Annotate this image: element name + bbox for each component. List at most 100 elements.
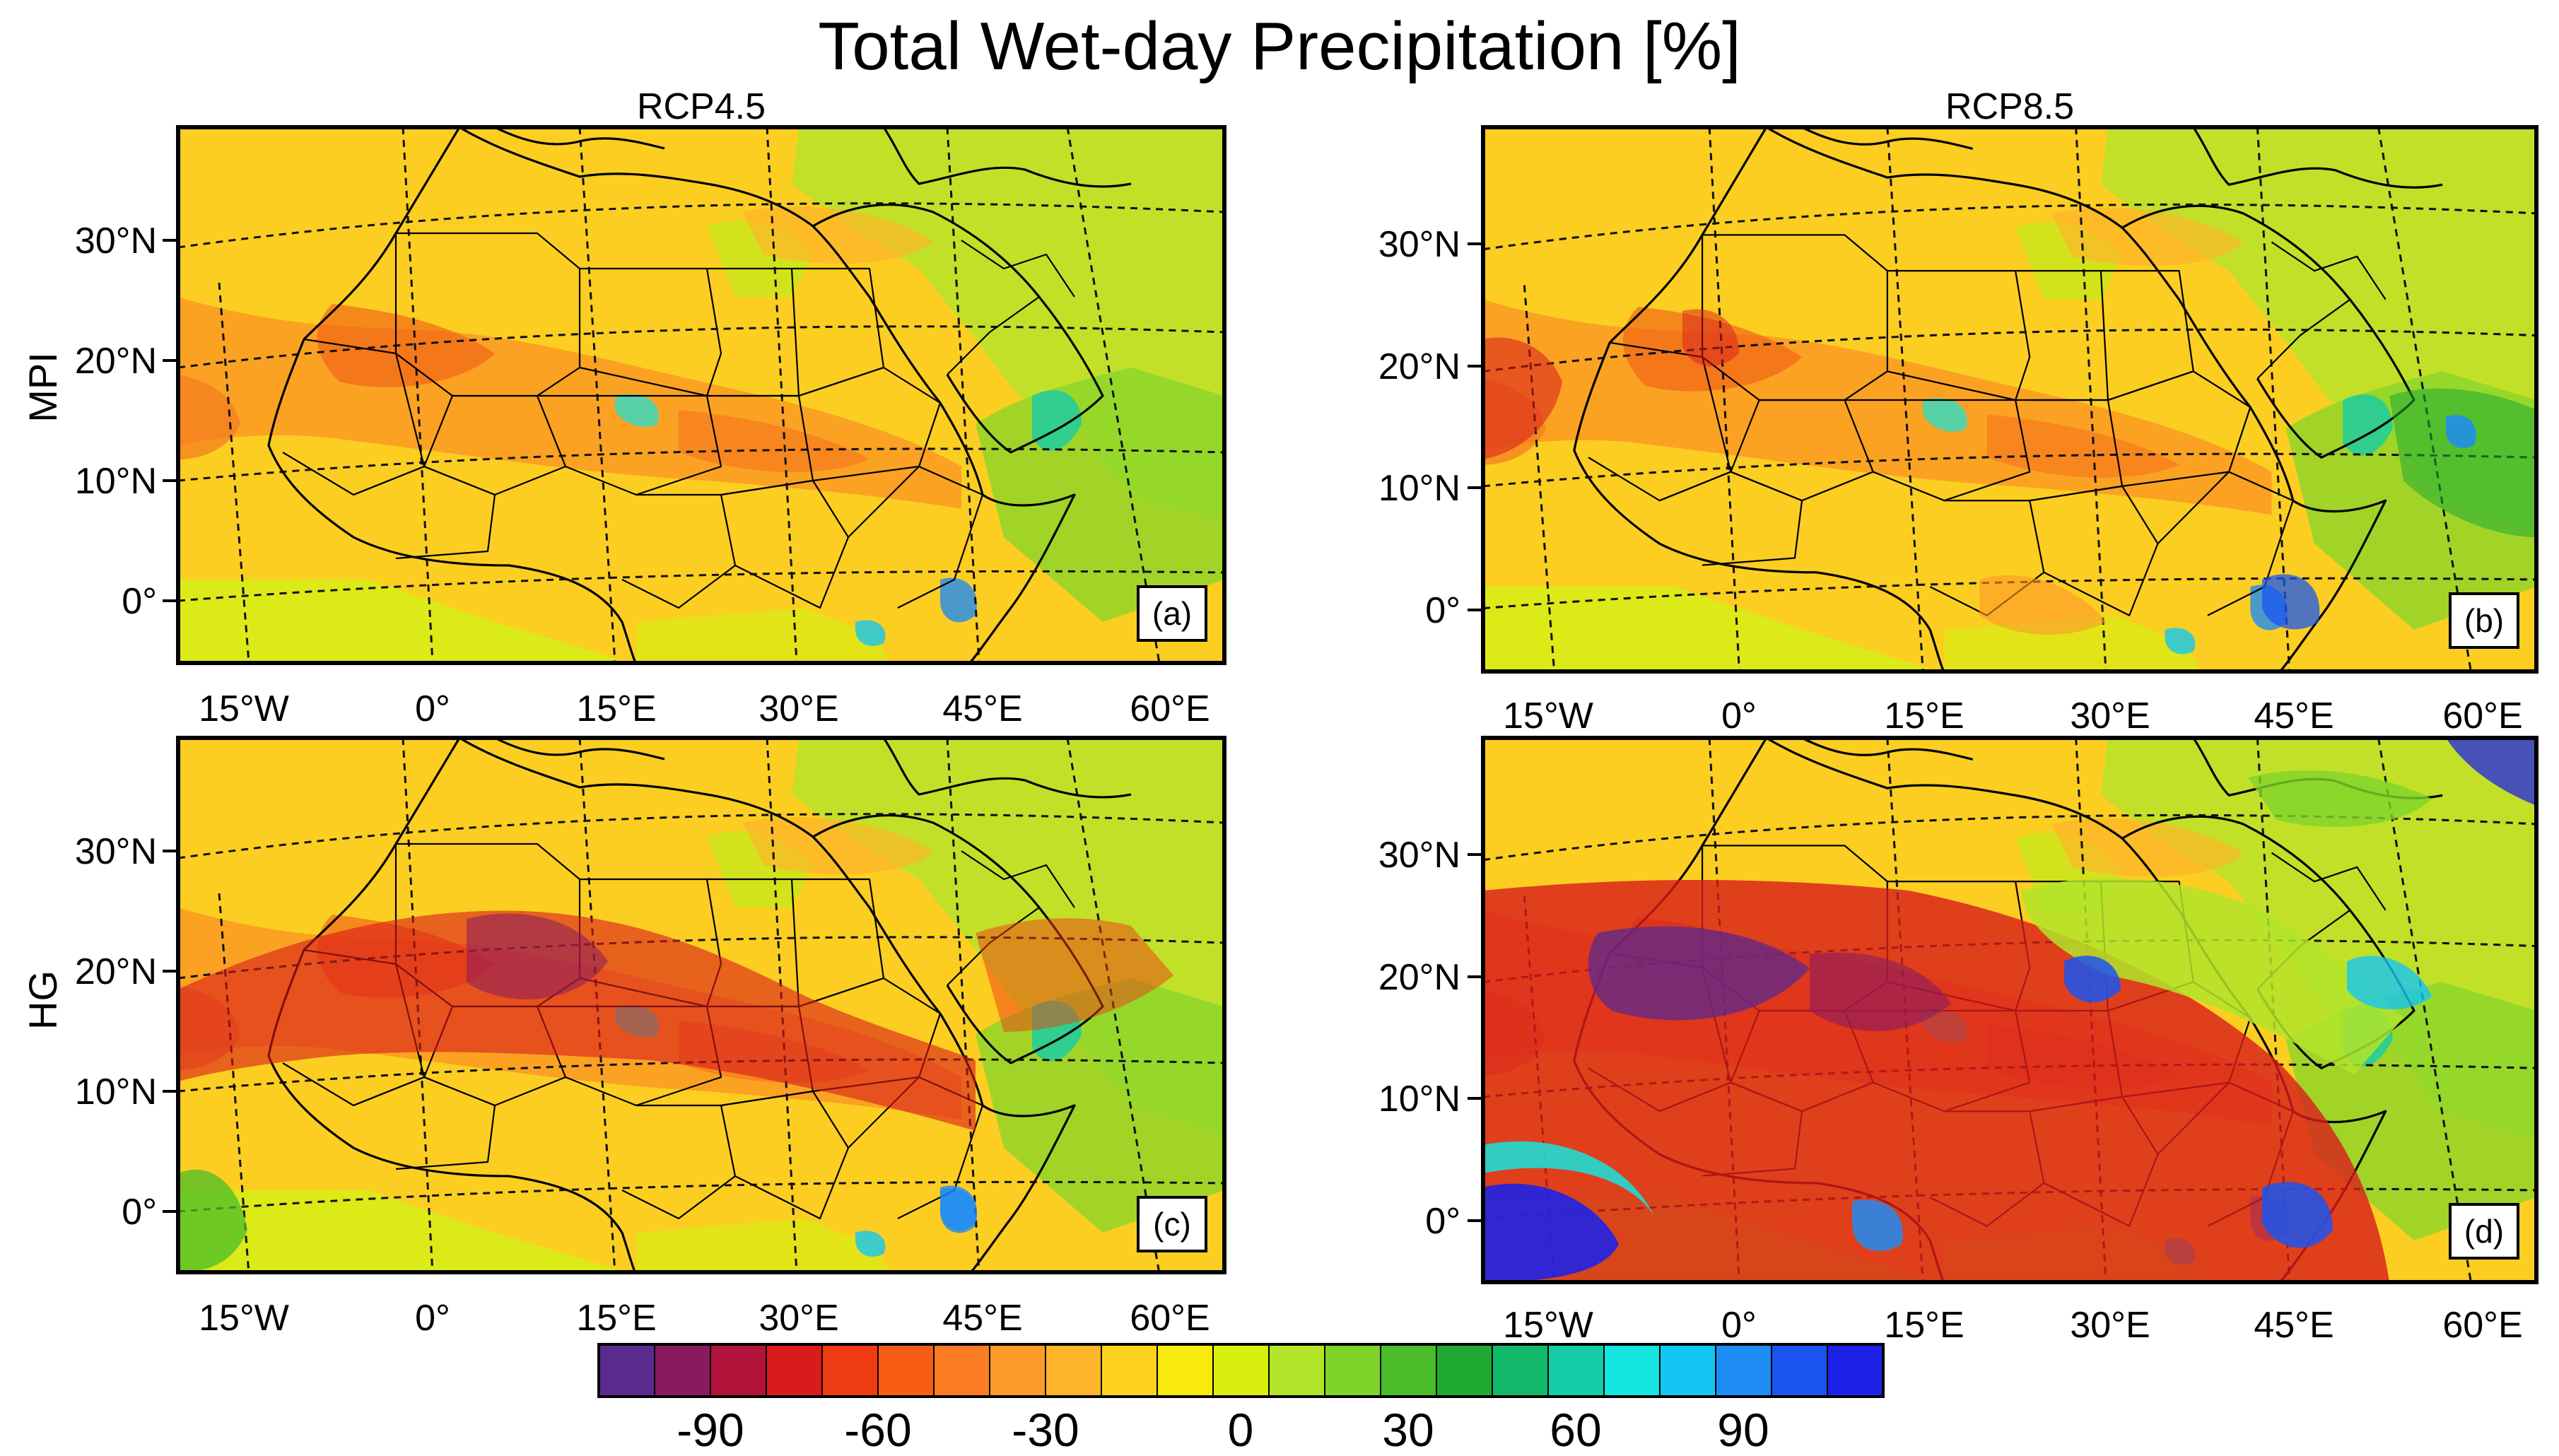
colorbar-box bbox=[710, 1344, 767, 1397]
colorbar-box bbox=[821, 1344, 879, 1397]
lon-label: 45°E bbox=[2254, 1305, 2333, 1346]
lon-label: 0° bbox=[1721, 695, 1757, 736]
map-field-d bbox=[1483, 738, 2536, 1282]
colorbar: -90 -60 -30 0 30 60 90 bbox=[597, 1343, 1885, 1456]
lon-label: 45°E bbox=[2254, 695, 2333, 736]
lat-label: 0° bbox=[122, 1192, 157, 1233]
colorbar-box bbox=[1101, 1344, 1158, 1397]
colorbar-label: 60 bbox=[1550, 1404, 1601, 1456]
map-panel-c: 30°N 20°N 10°N 0° 15°W 0° 15°E 30°E 45°E… bbox=[75, 736, 1226, 1339]
lon-label: 30°E bbox=[2070, 1305, 2150, 1346]
colorbar-box bbox=[1603, 1344, 1661, 1397]
lon-ticks-b: 15°W 0° 15°E 30°E 45°E 60°E bbox=[1503, 695, 2523, 736]
map-panel-b: 30°N 20°N 10°N 0° 15°W 0° 15°E 30°E 45°E… bbox=[1378, 125, 2538, 736]
lat-label: 20°N bbox=[75, 951, 157, 992]
lon-label: 15°W bbox=[199, 1298, 289, 1339]
lon-label: 30°E bbox=[759, 688, 838, 729]
lat-ticks-d: 30°N 20°N 10°N 0° bbox=[1378, 835, 1483, 1242]
lon-label: 0° bbox=[415, 1298, 450, 1339]
lat-label: 10°N bbox=[1378, 1079, 1460, 1120]
lon-label: 0° bbox=[415, 688, 450, 729]
lon-label: 45°E bbox=[942, 688, 1022, 729]
lat-ticks-a: 30°N 20°N 10°N 0° bbox=[75, 221, 178, 622]
lon-ticks-c: 15°W 0° 15°E 30°E 45°E 60°E bbox=[199, 1298, 1210, 1339]
colorbar-box bbox=[598, 1344, 655, 1397]
colorbar-box bbox=[1156, 1344, 1214, 1397]
map-panel-d: 30°N 20°N 10°N 0° 15°W 0° 15°E 30°E 45°E… bbox=[1378, 736, 2538, 1346]
colorbar-box bbox=[1212, 1344, 1270, 1397]
lat-label: 30°N bbox=[75, 831, 157, 872]
lat-label: 10°N bbox=[1378, 468, 1460, 509]
panel-label-c: (c) bbox=[1137, 1196, 1207, 1252]
panel-label-a: (a) bbox=[1137, 585, 1207, 642]
colorbar-label: 0 bbox=[1228, 1404, 1254, 1456]
lat-label: 10°N bbox=[75, 1072, 157, 1112]
colorbar-label: 90 bbox=[1717, 1404, 1769, 1456]
colorbar-label: -30 bbox=[1012, 1404, 1079, 1456]
colorbar-label: -60 bbox=[844, 1404, 911, 1456]
lon-label: 15°E bbox=[1884, 695, 1964, 736]
map-field-b bbox=[1483, 127, 2536, 671]
svg-text:(a): (a) bbox=[1152, 595, 1192, 632]
map-field-c bbox=[178, 738, 1224, 1272]
row-label-mpi: MPI bbox=[21, 352, 65, 423]
lon-label: 15°W bbox=[1503, 1305, 1593, 1346]
lat-label: 30°N bbox=[1378, 835, 1460, 876]
colorbar-box bbox=[989, 1344, 1046, 1397]
lon-ticks-d: 15°W 0° 15°E 30°E 45°E 60°E bbox=[1503, 1305, 2523, 1346]
lon-ticks-a: 15°W 0° 15°E 30°E 45°E 60°E bbox=[199, 688, 1210, 729]
lon-label: 15°W bbox=[199, 688, 289, 729]
lat-label: 30°N bbox=[75, 221, 157, 262]
colorbar-box bbox=[766, 1344, 823, 1397]
lat-label: 0° bbox=[1425, 590, 1460, 631]
svg-text:(b): (b) bbox=[2464, 602, 2504, 639]
svg-text:(d): (d) bbox=[2464, 1213, 2504, 1250]
map-field-a bbox=[178, 127, 1224, 663]
lon-label: 60°E bbox=[1130, 688, 1210, 729]
colorbar-box bbox=[1324, 1344, 1381, 1397]
lon-label: 60°E bbox=[2442, 1305, 2522, 1346]
lon-label: 0° bbox=[1721, 1305, 1757, 1346]
lon-label: 30°E bbox=[2070, 695, 2150, 736]
lon-label: 60°E bbox=[2442, 695, 2522, 736]
figure-title: Total Wet-day Precipitation [%] bbox=[818, 8, 1740, 84]
lat-label: 0° bbox=[122, 581, 157, 622]
colorbar-box bbox=[1715, 1344, 1772, 1397]
panel-label-d: (d) bbox=[2449, 1203, 2519, 1260]
colorbar-box bbox=[1380, 1344, 1437, 1397]
row-label-hg: HG bbox=[21, 970, 65, 1030]
colorbar-box bbox=[1436, 1344, 1493, 1397]
lat-label: 20°N bbox=[1378, 346, 1460, 387]
colorbar-boxes bbox=[598, 1344, 1884, 1397]
lon-label: 15°E bbox=[576, 688, 656, 729]
lat-label: 20°N bbox=[1378, 957, 1460, 998]
lat-label: 30°N bbox=[1378, 224, 1460, 265]
lat-label: 10°N bbox=[75, 461, 157, 502]
colorbar-box bbox=[1659, 1344, 1716, 1397]
colorbar-box bbox=[1492, 1344, 1549, 1397]
colorbar-box bbox=[1547, 1344, 1605, 1397]
colorbar-box bbox=[1771, 1344, 1828, 1397]
lon-label: 15°E bbox=[1884, 1305, 1964, 1346]
lon-label: 15°W bbox=[1503, 695, 1593, 736]
lon-label: 45°E bbox=[942, 1298, 1022, 1339]
lon-label: 15°E bbox=[576, 1298, 656, 1339]
colorbar-box bbox=[654, 1344, 711, 1397]
lon-label: 30°E bbox=[759, 1298, 838, 1339]
colorbar-label: 30 bbox=[1382, 1404, 1434, 1456]
column-title-rcp45: RCP4.5 bbox=[637, 86, 766, 127]
colorbar-label: -90 bbox=[677, 1404, 744, 1456]
map-panel-a: 30°N 20°N 10°N 0° 15°W 0° 15°E 30°E 45°E… bbox=[75, 125, 1226, 729]
lat-label: 20°N bbox=[75, 341, 157, 382]
colorbar-box bbox=[933, 1344, 990, 1397]
lat-ticks-b: 30°N 20°N 10°N 0° bbox=[1378, 224, 1483, 631]
lon-label: 60°E bbox=[1130, 1298, 1210, 1339]
svg-text:(c): (c) bbox=[1153, 1206, 1191, 1243]
lat-label: 0° bbox=[1425, 1201, 1460, 1242]
colorbar-box bbox=[1827, 1344, 1884, 1397]
lat-ticks-c: 30°N 20°N 10°N 0° bbox=[75, 831, 178, 1233]
panel-label-b: (b) bbox=[2449, 592, 2519, 649]
colorbar-labels: -90 -60 -30 0 30 60 90 bbox=[677, 1404, 1769, 1456]
colorbar-box bbox=[877, 1344, 935, 1397]
